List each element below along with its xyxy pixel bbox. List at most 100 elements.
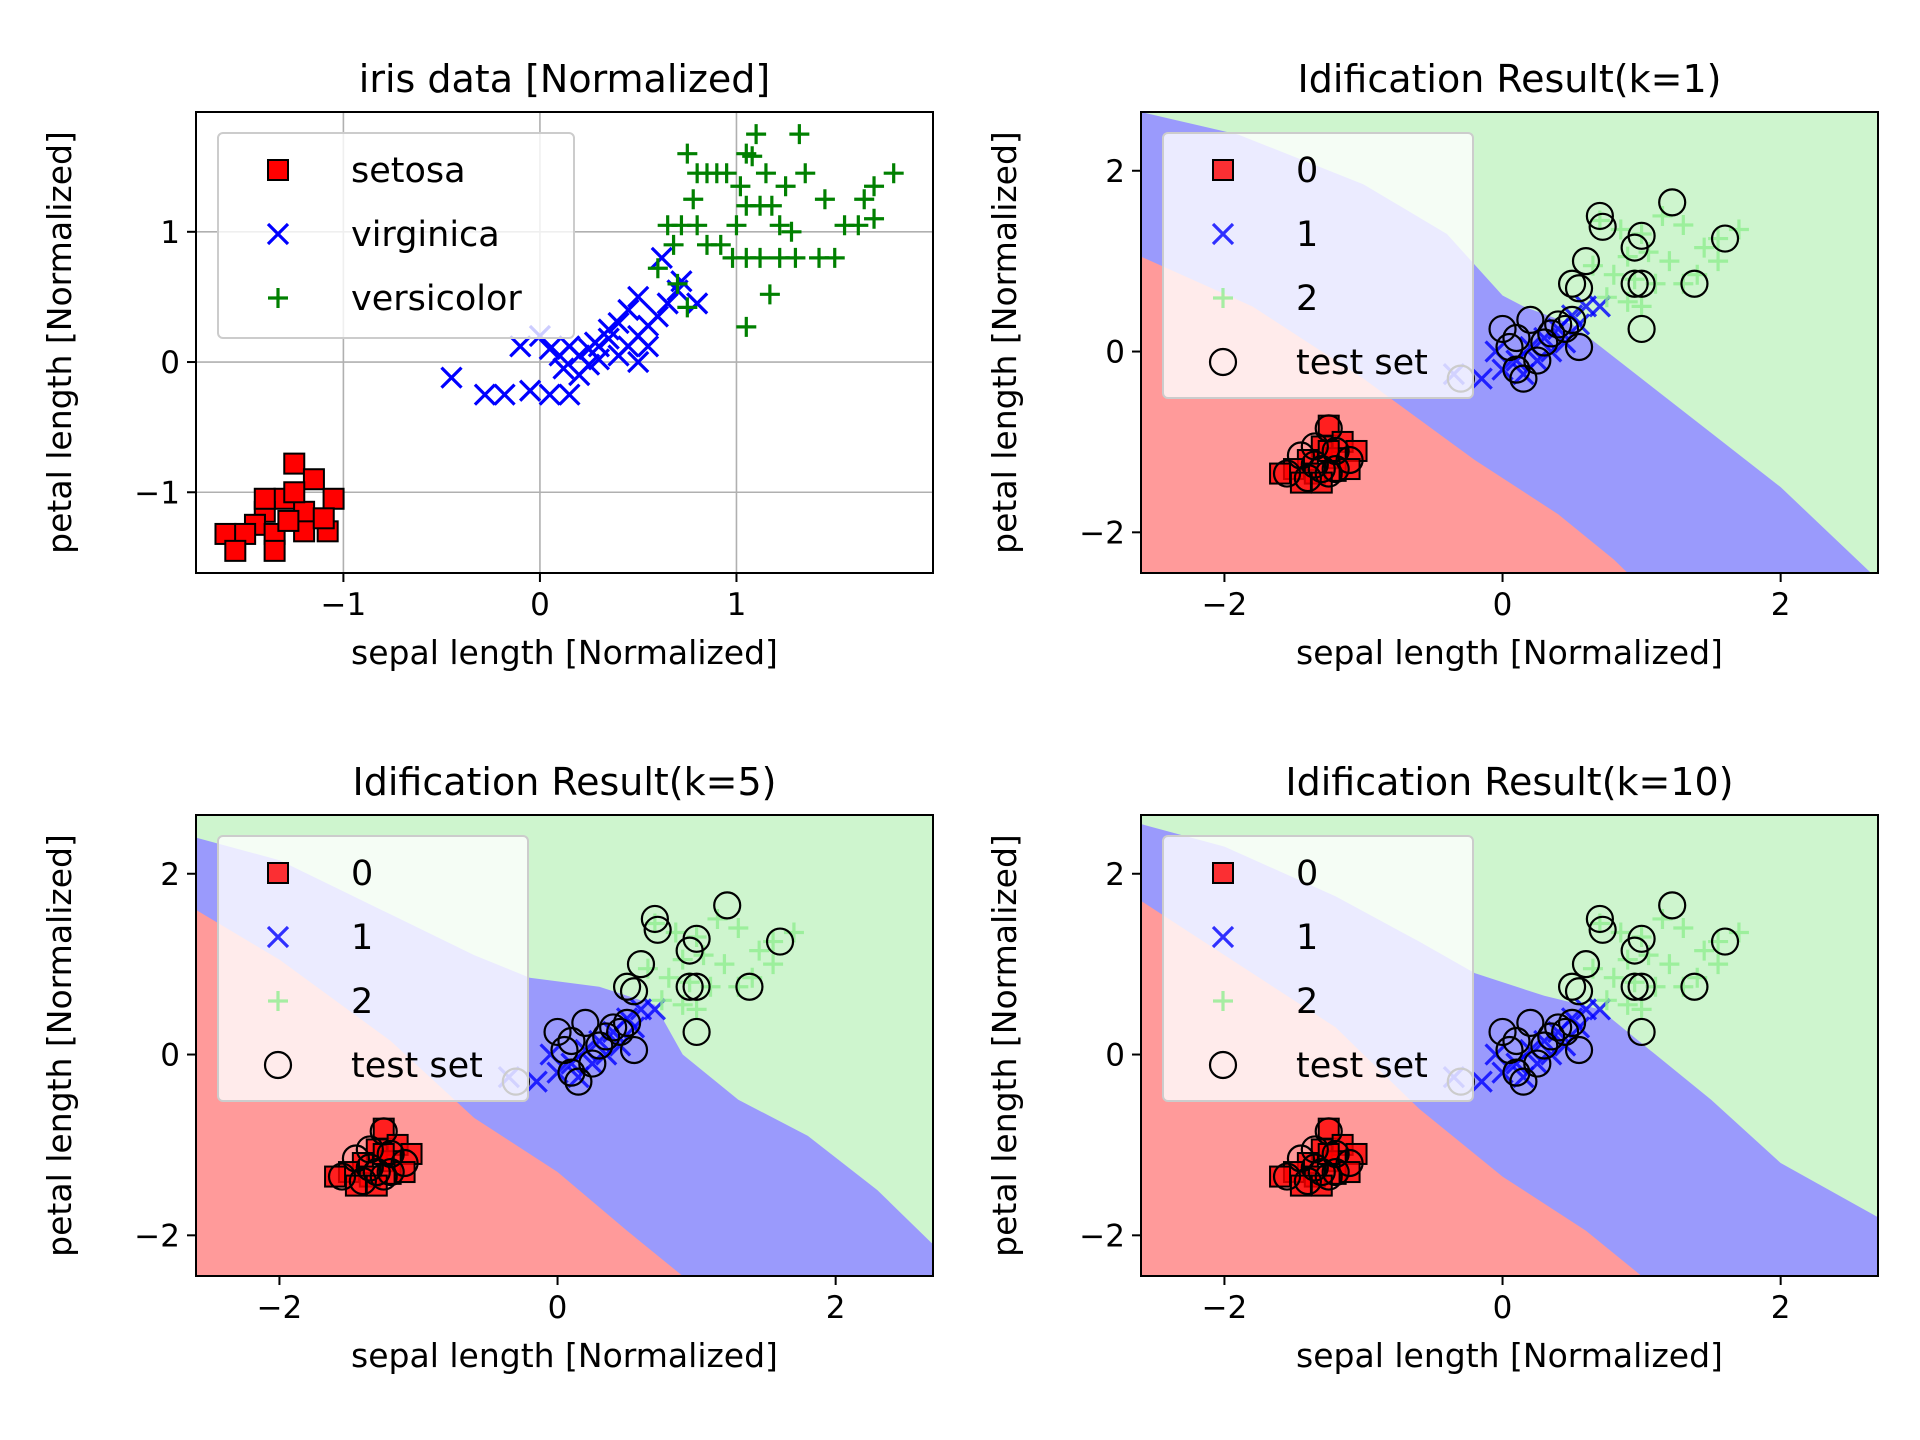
legend-marker [1213, 991, 1233, 1011]
y-tick-label: 0 [160, 345, 180, 381]
data-point [1314, 459, 1343, 488]
axes-frame [195, 111, 934, 574]
data-point [728, 917, 749, 938]
legend-label: test set [1296, 1046, 1428, 1086]
data-point [677, 297, 698, 318]
data-point [785, 247, 806, 268]
data-point [619, 977, 649, 1006]
data-point [599, 1013, 628, 1042]
data-point [1659, 954, 1680, 975]
data-point [552, 357, 575, 380]
data-point [1272, 459, 1302, 488]
data-point [362, 1157, 391, 1187]
data-point [1293, 463, 1322, 493]
data-point [1502, 323, 1531, 353]
region-class-2 [196, 815, 933, 1245]
data-point [682, 924, 711, 953]
legend-marker [1212, 862, 1234, 884]
series-test-set [1272, 891, 1740, 1196]
region-class-2 [1141, 112, 1878, 573]
data-point [550, 1035, 579, 1065]
data-point [677, 143, 698, 164]
axes-frame [195, 814, 934, 1277]
y-axis-label: petal length [Normalized] [40, 834, 79, 1257]
data-point [1585, 904, 1614, 934]
data-point [1557, 305, 1587, 335]
data-point [558, 383, 581, 406]
legend-label: 1 [351, 918, 373, 958]
data-point [1610, 219, 1631, 240]
data-point [312, 507, 335, 530]
data-point [1680, 269, 1709, 298]
data-point [710, 234, 731, 255]
data-point [1596, 287, 1617, 308]
data-point [1564, 977, 1594, 1006]
legend-marker [268, 288, 288, 308]
legend: 0 1 2 test set [1162, 835, 1474, 1102]
data-point [663, 234, 684, 255]
x-tick-label: 2 [826, 1290, 846, 1326]
data-point [864, 176, 885, 197]
data-point [650, 246, 673, 269]
legend-marker [1212, 159, 1234, 181]
data-point [1588, 212, 1617, 241]
data-point [1516, 305, 1545, 335]
data-point [750, 247, 771, 268]
x-tick-label: 0 [530, 587, 550, 623]
data-point [538, 337, 561, 361]
legend-marker [263, 1050, 293, 1080]
data-point [864, 208, 885, 229]
data-point [730, 176, 751, 197]
data-point [538, 383, 561, 406]
data-point [1694, 940, 1715, 961]
data-point [636, 335, 660, 358]
series-test-set [1272, 188, 1740, 493]
data-point [263, 539, 286, 562]
data-point [1710, 224, 1740, 253]
series-test-set [327, 891, 795, 1196]
data-point [525, 1070, 548, 1093]
data-point [627, 285, 650, 309]
data-point [1544, 1013, 1573, 1042]
data-point [1603, 264, 1624, 285]
data-point [1627, 314, 1656, 344]
data-point [746, 124, 767, 145]
data-point [376, 1139, 405, 1169]
subplot-3: −2 0 2 −2 0 2 Idification Result(k=5) sepal len… [40, 760, 934, 1375]
legend-marker [1213, 288, 1233, 308]
x-axis-label: sepal length [Normalized] [351, 633, 778, 672]
data-point [735, 972, 764, 1001]
data-point [1523, 346, 1552, 375]
data-point [1631, 999, 1652, 1020]
legend-frame [217, 835, 529, 1102]
data-point [726, 215, 747, 236]
data-point [341, 1144, 371, 1173]
data-point [1314, 1162, 1343, 1191]
data-point [322, 487, 345, 510]
data-point [706, 163, 727, 184]
data-point [1557, 972, 1587, 1001]
subplot-2: −2 0 2 −2 0 2 Idification Result(k=1) sepal len… [985, 57, 1879, 672]
chart-title: iris data [Normalized] [359, 57, 770, 101]
data-point [253, 487, 276, 510]
data-point [640, 904, 669, 934]
legend-label: 1 [1296, 918, 1318, 958]
data-point [1631, 296, 1652, 317]
data-point [355, 1135, 384, 1164]
data-point [1293, 1166, 1322, 1196]
axes-frame [1140, 111, 1879, 574]
data-point [749, 940, 770, 961]
y-tick-label: 0 [1105, 1038, 1125, 1074]
region-class-2 [1141, 815, 1878, 1218]
data-point [1728, 922, 1749, 943]
data-point [783, 922, 804, 943]
data-point [775, 176, 796, 197]
data-point [670, 270, 693, 293]
x-tick-label: −1 [321, 587, 367, 623]
series-versicolor [647, 124, 904, 337]
y-tick-label: −2 [134, 1218, 180, 1254]
y-tick-label: 2 [1105, 857, 1125, 893]
data-point [682, 972, 711, 1001]
data-point [283, 452, 306, 475]
data-point [646, 305, 669, 328]
